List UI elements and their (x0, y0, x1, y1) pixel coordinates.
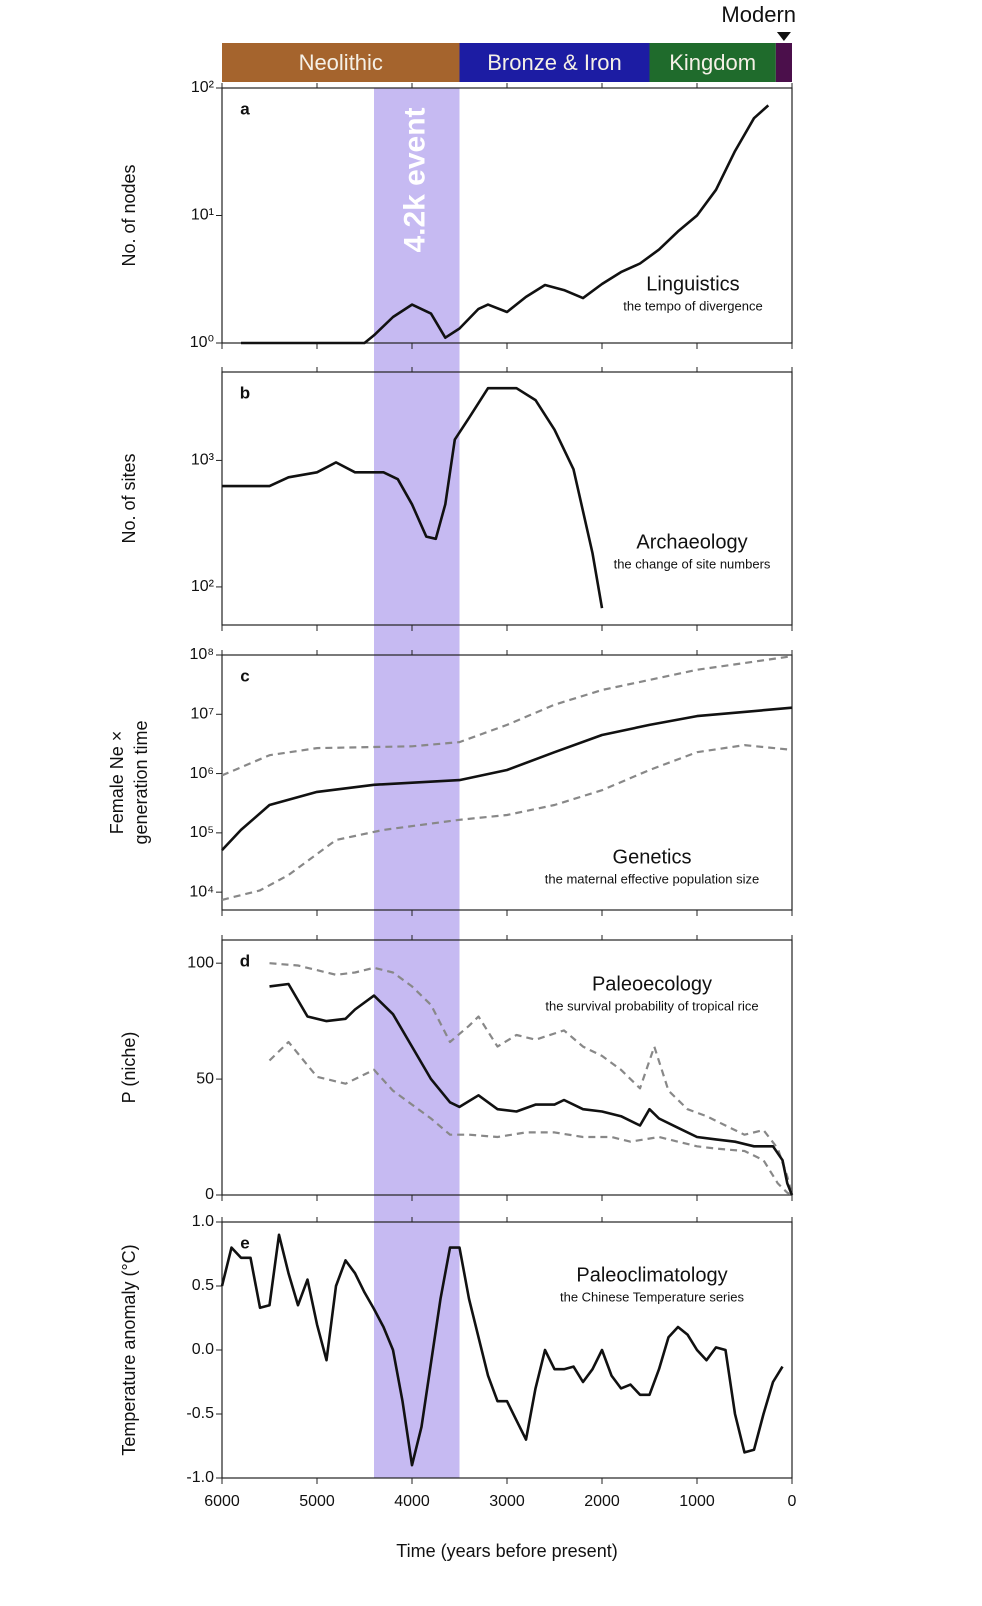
y-tick-label: 10³ (191, 452, 215, 469)
y-axis-label: Temperature anomaly (°C) (119, 1244, 139, 1455)
x-tick-label: 4000 (394, 1493, 430, 1510)
panel-title: Paleoclimatology (576, 1264, 727, 1286)
y-tick-label: 0 (205, 1186, 214, 1203)
x-tick-label: 0 (788, 1493, 797, 1510)
period-label: Kingdom (669, 50, 756, 75)
y-axis-label: P (niche) (119, 1032, 139, 1104)
y-axis-label: Female Ne × (107, 731, 127, 835)
period-label: Bronze & Iron (487, 50, 622, 75)
x-tick-label: 5000 (299, 1493, 335, 1510)
y-axis-label: generation time (131, 720, 151, 844)
y-tick-label: -1.0 (186, 1469, 214, 1486)
data-line (222, 386, 604, 609)
panel-letter: d (240, 951, 250, 970)
panel-letter: a (240, 99, 250, 118)
y-tick-label: 10² (191, 578, 215, 595)
data-line (220, 1233, 784, 1467)
y-tick-label: 0.5 (192, 1277, 214, 1294)
y-tick-label: 10⁴ (189, 883, 214, 900)
y-axis-label: No. of sites (119, 453, 139, 543)
y-tick-label: 1.0 (192, 1213, 214, 1230)
y-tick-label: 10² (191, 79, 215, 96)
panel-letter: b (240, 383, 250, 402)
data-line (221, 706, 793, 851)
period-label: Modern (721, 2, 796, 27)
period-bar (775, 43, 792, 82)
data-line (268, 1040, 793, 1196)
data-line (241, 104, 770, 345)
y-tick-label: 50 (196, 1070, 214, 1087)
y-tick-label: 10⁵ (190, 824, 214, 841)
x-tick-label: 6000 (204, 1493, 240, 1510)
panel-title: Genetics (613, 846, 692, 868)
y-tick-label: 10⁸ (189, 646, 214, 663)
panel-subtitle: the change of site numbers (614, 556, 771, 571)
period-bar (459, 43, 650, 82)
x-tick-label: 1000 (679, 1493, 715, 1510)
panel-title: Archaeology (636, 531, 747, 553)
period-marker (776, 32, 791, 41)
y-tick-label: 10⁶ (190, 765, 214, 782)
y-axis-label: No. of nodes (119, 164, 139, 266)
data-line (221, 655, 793, 777)
y-tick-label: 0.0 (192, 1341, 214, 1358)
data-line (269, 982, 794, 1196)
y-tick-label: 100 (187, 954, 214, 971)
panel-letter: c (240, 666, 249, 685)
panel-subtitle: the survival probability of tropical ric… (545, 998, 758, 1013)
panel-frame (221, 1221, 793, 1479)
period-label: Neolithic (299, 50, 383, 75)
x-tick-label: 3000 (489, 1493, 525, 1510)
y-tick-label: 10¹ (191, 207, 214, 224)
panel-frame (221, 371, 793, 626)
panel-subtitle: the maternal effective population size (545, 871, 759, 886)
panel-subtitle: the tempo of divergence (623, 298, 762, 313)
period-bar (222, 43, 460, 82)
data-line (221, 744, 793, 901)
data-line (269, 962, 794, 1196)
y-tick-label: -0.5 (186, 1405, 214, 1422)
period-bar (649, 43, 776, 82)
y-tick-label: 10⁷ (190, 706, 214, 723)
event-label: 4.2k event (399, 107, 432, 252)
panel-title: Linguistics (646, 273, 739, 295)
x-axis-label: Time (years before present) (396, 1541, 617, 1561)
panel-letter: e (240, 1233, 249, 1252)
panel-title: Paleoecology (592, 973, 712, 995)
x-tick-label: 2000 (584, 1493, 620, 1510)
panel-subtitle: the Chinese Temperature series (560, 1289, 745, 1304)
y-tick-label: 10⁰ (190, 334, 214, 351)
